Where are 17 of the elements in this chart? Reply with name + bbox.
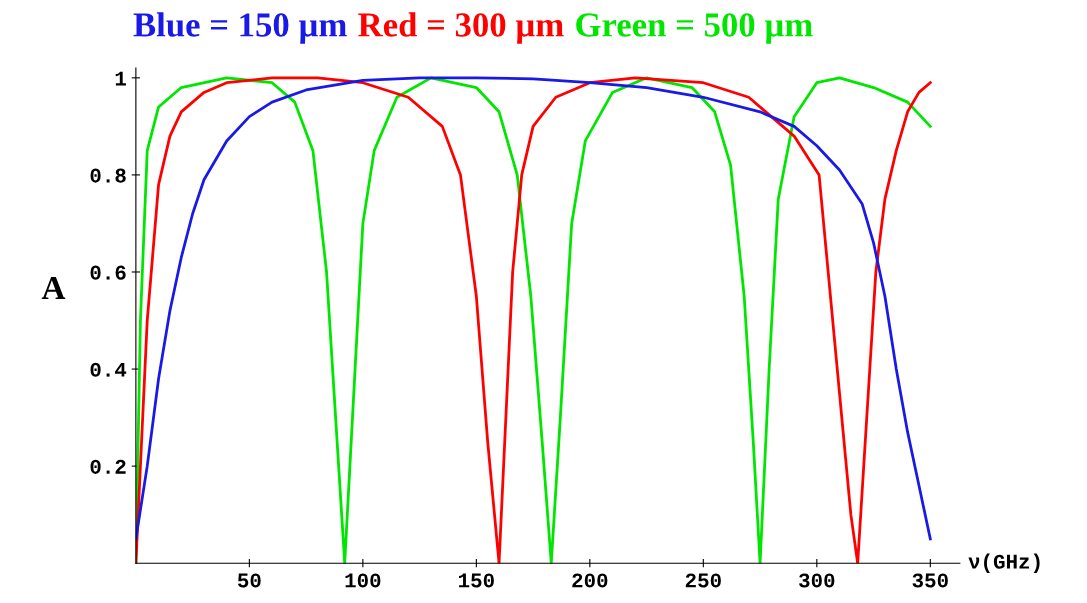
- series-label: Green = 500 µm: [576, 13, 813, 44]
- x-axis-title: ν(GHz): [968, 553, 1040, 573]
- x-tick-label: 250: [685, 573, 721, 588]
- series-label: Red = 300 µm: [358, 12, 564, 44]
- y-tick-label: 0.4: [90, 362, 127, 377]
- x-tick-label: 50: [237, 573, 261, 588]
- y-tick-label: 0.2: [90, 459, 126, 474]
- x-tick-label: 150: [459, 573, 494, 588]
- x-tick-label: 100: [345, 573, 381, 588]
- y-tick-label: 1: [115, 71, 126, 86]
- series-label: Blue = 150 µm: [133, 12, 347, 44]
- x-tick-label: 350: [912, 573, 948, 588]
- x-tick-label: 300: [799, 573, 835, 588]
- y-tick-label: 0.8: [90, 168, 126, 183]
- x-tick-label: 200: [572, 573, 608, 588]
- y-tick-label: 0.6: [90, 265, 126, 280]
- y-axis-title: A: [41, 276, 66, 299]
